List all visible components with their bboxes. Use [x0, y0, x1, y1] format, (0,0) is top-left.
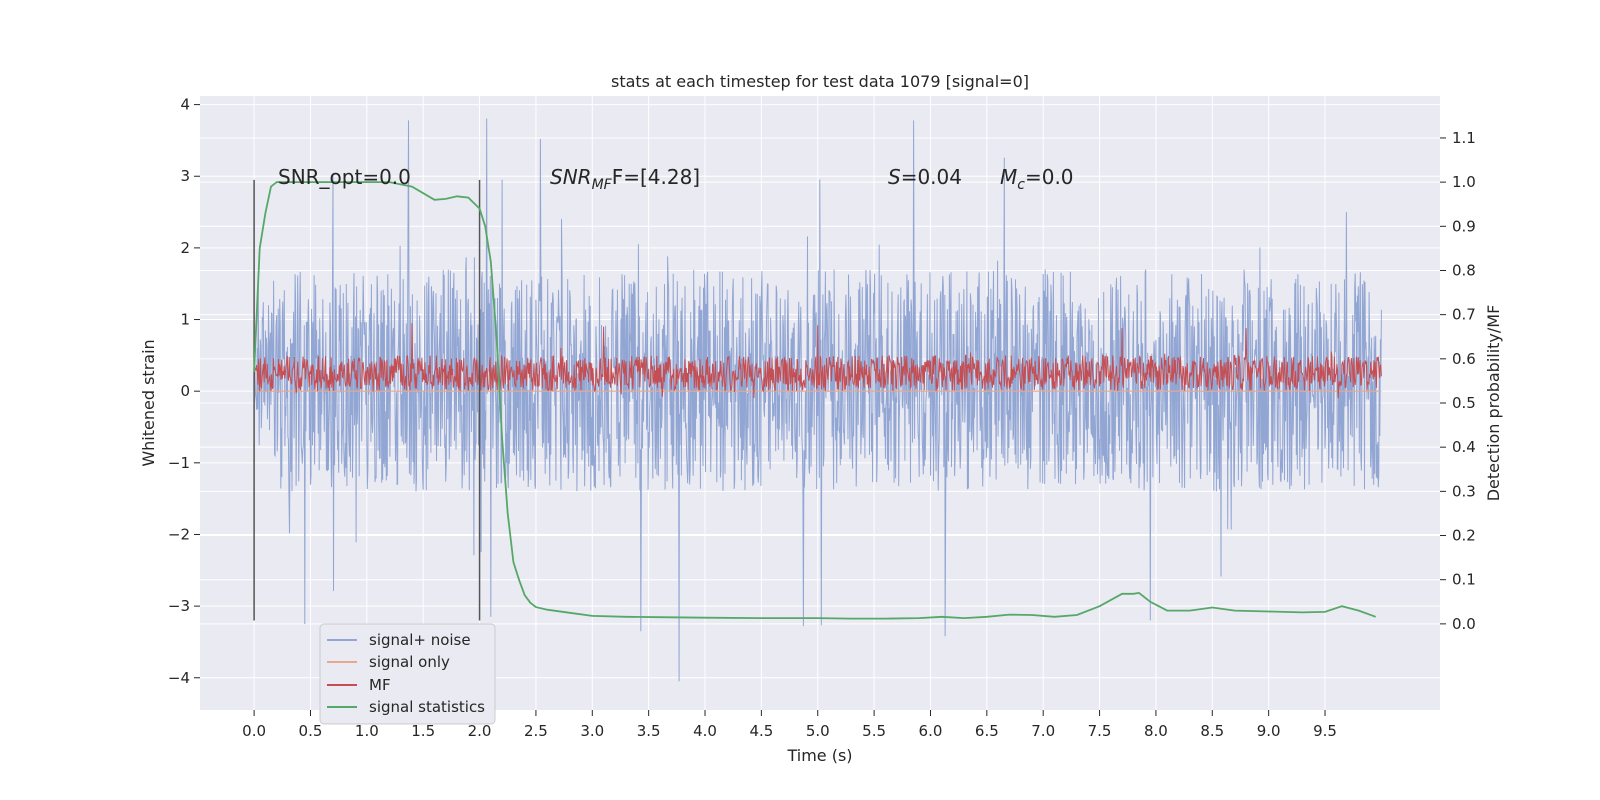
y-right-tick-label: 0.0: [1452, 615, 1476, 633]
y-right-tick-label: 0.3: [1452, 482, 1476, 500]
y-tick-label: −4: [168, 669, 190, 687]
x-tick-label: 8.0: [1144, 722, 1168, 740]
annotation-snr-mf-value: F=[4.28]: [612, 165, 700, 189]
x-tick-label: 1.0: [355, 722, 379, 740]
y-right-tick-label: 1.1: [1452, 129, 1476, 147]
chart-title: stats at each timestep for test data 107…: [611, 72, 1029, 91]
x-tick-label: 3.0: [580, 722, 604, 740]
series-mf: [253, 323, 1382, 399]
x-tick-label: 2.5: [524, 722, 548, 740]
y-right-tick-label: 0.7: [1452, 306, 1476, 324]
y-tick-label: 3: [180, 167, 190, 185]
y-tick-label: −2: [168, 525, 190, 543]
y-tick-label: 0: [180, 382, 190, 400]
annotation-snr-opt: SNR_opt=0.0: [278, 165, 411, 189]
annotation-mc-symbol: M: [1000, 165, 1017, 189]
legend-label-signal-statistics: signal statistics: [369, 698, 485, 716]
y-axis-right-label: Detection probability/MF: [1484, 305, 1503, 502]
y-right-tick-label: 0.2: [1452, 527, 1476, 545]
y-right-tick-label: 0.4: [1452, 438, 1476, 456]
annotation-mc-subscript: c: [1017, 177, 1025, 193]
x-tick-label: 1.5: [411, 722, 435, 740]
x-tick-label: 6.0: [919, 722, 943, 740]
y-right-tick-label: 0.8: [1452, 261, 1476, 279]
y-right-tick-label: 0.5: [1452, 394, 1476, 412]
legend: signal+ noise signal only MF signal stat…: [319, 623, 496, 725]
x-tick-label: 4.0: [693, 722, 717, 740]
x-tick-label: 5.5: [862, 722, 886, 740]
x-tick-label: 9.5: [1313, 722, 1337, 740]
y-tick-label: 4: [180, 96, 190, 114]
ticks: 0.0 0.5 1.0 1.5 2.0 2.5 3.0 3.5 4.0 4.5 5.0 5.5 6.0 6…: [168, 96, 1476, 740]
y-right-tick-label: 0.6: [1452, 350, 1476, 368]
annotation-mc: Mc=0.0: [1000, 165, 1074, 193]
x-tick-label: 9.0: [1257, 722, 1281, 740]
y-axis-label: Whitened strain: [139, 339, 158, 466]
x-tick-label: 7.0: [1031, 722, 1055, 740]
y-tick-label: −1: [168, 454, 190, 472]
annotation-s: S=0.04: [888, 165, 962, 189]
y-right-tick-label: 1.0: [1452, 173, 1476, 191]
y-tick-label: 1: [180, 311, 190, 329]
y-right-tick-label: 0.9: [1452, 217, 1476, 235]
annotation-snr-mf-subscript: MF: [592, 177, 613, 193]
x-tick-label: 4.5: [749, 722, 773, 740]
x-tick-label: 0.0: [242, 722, 266, 740]
x-tick-label: 8.5: [1200, 722, 1224, 740]
x-tick-label: 5.0: [806, 722, 830, 740]
x-tick-label: 6.5: [975, 722, 999, 740]
annotation-s-symbol: S: [888, 165, 901, 189]
y-tick-label: 2: [180, 239, 190, 257]
y-right-tick-label: 0.1: [1452, 571, 1476, 589]
legend-box: [319, 623, 496, 725]
series-signal-statistics: [253, 181, 1377, 620]
annotations: SNR_opt=0.0 SNRMFF=[4.28] S=0.04 Mc=0.0: [278, 165, 1074, 193]
x-tick-label: 0.5: [299, 722, 323, 740]
legend-label-mf: MF: [369, 676, 391, 694]
annotation-snr-mf-symbol: SNR: [550, 165, 592, 189]
x-tick-label: 2.0: [468, 722, 492, 740]
series-layer: [253, 118, 1382, 682]
x-axis-label: Time (s): [786, 746, 852, 765]
annotation-s-value: =0.04: [901, 165, 962, 189]
x-tick-label: 7.5: [1088, 722, 1112, 740]
x-tick-label: 3.5: [637, 722, 661, 740]
annotation-mc-value: =0.0: [1025, 165, 1074, 189]
legend-label-signal-only: signal only: [369, 653, 450, 671]
y-tick-label: −3: [168, 597, 190, 615]
legend-label-signal-noise: signal+ noise: [369, 631, 471, 649]
annotation-snr-mf: SNRMFF=[4.28]: [550, 165, 700, 193]
